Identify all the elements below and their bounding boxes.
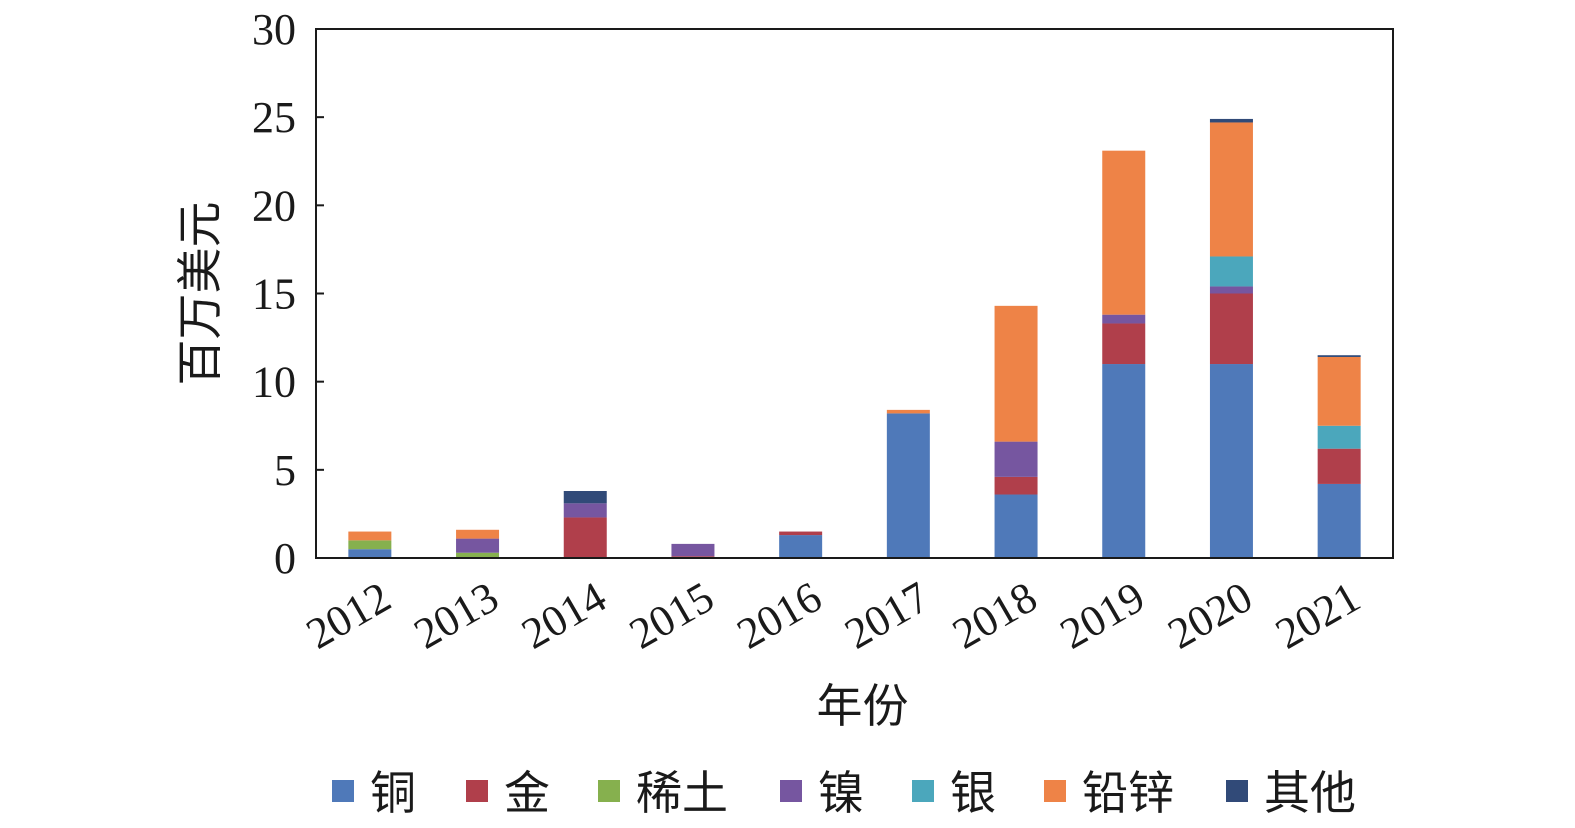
bar-segment-2018-0 [994,494,1038,558]
bar-segment-2021-0 [1317,483,1361,558]
bar-segment-2012-0 [348,549,392,558]
bar-segment-2020-5 [1209,122,1253,257]
legend-label: 稀土 [636,768,728,819]
y-tick-label: 5 [274,446,296,495]
bar-segment-2014-6 [563,490,607,504]
bar-segment-2020-3 [1209,286,1253,294]
bar-segment-2013-2 [456,552,500,558]
bar-segment-2018-3 [994,441,1038,477]
legend-swatch [912,780,934,802]
legend-label: 铅锌 [1082,768,1174,819]
bar-segment-2020-0 [1209,364,1253,558]
bar-segment-2017-5 [886,409,930,414]
x-tick-label: 2015 [621,572,722,658]
legend-label: 银 [950,768,996,819]
bar-segment-2021-4 [1317,425,1361,449]
bar-segment-2012-2 [348,540,392,550]
bars-layer [348,118,1361,558]
legend-label: 铜 [370,768,416,819]
y-tick-label: 30 [252,5,296,54]
legend-swatch [466,780,488,802]
bar-segment-2017-0 [886,413,930,558]
bar-segment-2016-1 [779,531,823,536]
y-tick-label: 10 [252,358,296,407]
x-tick-label: 2012 [298,572,399,658]
bar-segment-2021-5 [1317,356,1361,426]
legend: 铜 金 稀土 镍 银 铅锌 其他 [332,768,1356,819]
bar-segment-2013-3 [456,538,500,553]
legend-swatch [332,780,354,802]
bar-segment-2019-3 [1102,314,1146,324]
bar-segment-2019-0 [1102,364,1146,558]
x-tick-label: 2019 [1052,572,1153,658]
bar-segment-2014-3 [563,503,607,518]
y-axis-title: 百万美元 [175,202,226,386]
legend-swatch [598,780,620,802]
bar-segment-2021-1 [1317,448,1361,484]
legend-label: 金 [504,768,550,819]
bar-segment-2018-5 [994,305,1038,442]
bar-segment-2013-5 [456,529,500,539]
bar-segment-2014-1 [563,517,607,558]
bar-segment-2019-1 [1102,323,1146,365]
bar-segment-2020-1 [1209,293,1253,365]
plot-area-frame [315,28,1394,559]
y-tick-label: 20 [252,181,296,230]
x-tick-label: 2020 [1160,572,1261,658]
x-tick-label: 2018 [944,572,1045,658]
x-tick-label: 2017 [837,572,938,658]
x-tick-label: 2013 [406,572,507,658]
bar-segment-2019-5 [1102,150,1146,315]
y-tick-label: 0 [274,534,296,583]
legend-label: 其他 [1264,768,1356,819]
bar-segment-2015-3 [671,543,715,557]
y-tick-label: 25 [252,93,296,142]
legend-swatch [780,780,802,802]
bar-segment-2012-5 [348,531,392,541]
x-tick-label: 2014 [514,572,615,658]
bar-segment-2016-0 [779,535,823,558]
bar-segment-2020-4 [1209,256,1253,287]
bar-segment-2021-6 [1317,355,1361,357]
x-tick-label: 2016 [729,572,830,658]
y-tick-label: 15 [252,270,296,319]
x-axis-title: 年份 [817,681,909,732]
y-axis-ticks: 0 5 10 15 20 25 30 [252,5,324,583]
bar-segment-2020-6 [1209,118,1253,123]
legend-swatch [1226,780,1248,802]
legend-label: 镍 [818,768,864,819]
x-tick-label: 2021 [1267,572,1368,658]
legend-swatch [1044,780,1066,802]
x-axis-ticks: 2012 2013 2014 2015 2016 2017 2018 2019 2020 2021 [298,572,1368,658]
bar-segment-2018-1 [994,476,1038,495]
